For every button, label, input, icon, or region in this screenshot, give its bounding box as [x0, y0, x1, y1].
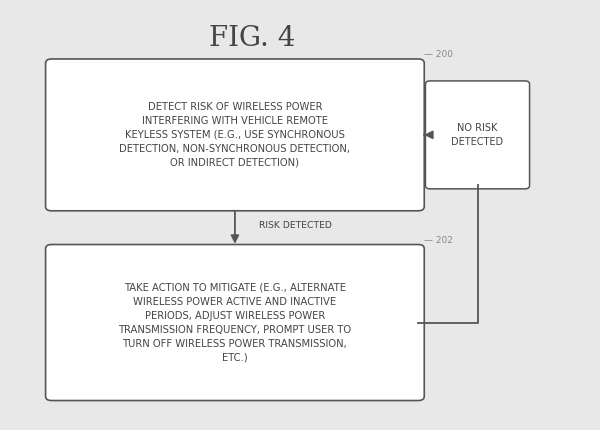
Text: — 200: — 200	[424, 50, 453, 59]
Text: RISK DETECTED: RISK DETECTED	[259, 221, 331, 230]
Text: TAKE ACTION TO MITIGATE (E.G., ALTERNATE
WIRELESS POWER ACTIVE AND INACTIVE
PERI: TAKE ACTION TO MITIGATE (E.G., ALTERNATE…	[118, 283, 352, 362]
Text: DETECT RISK OF WIRELESS POWER
INTERFERING WITH VEHICLE REMOTE
KEYLESS SYSTEM (E.: DETECT RISK OF WIRELESS POWER INTERFERIN…	[119, 102, 350, 168]
Text: — 202: — 202	[424, 236, 453, 245]
FancyBboxPatch shape	[46, 245, 424, 400]
Text: NO RISK
DETECTED: NO RISK DETECTED	[451, 123, 503, 147]
Text: FIG. 4: FIG. 4	[209, 25, 296, 52]
FancyBboxPatch shape	[425, 81, 530, 189]
FancyBboxPatch shape	[46, 59, 424, 211]
